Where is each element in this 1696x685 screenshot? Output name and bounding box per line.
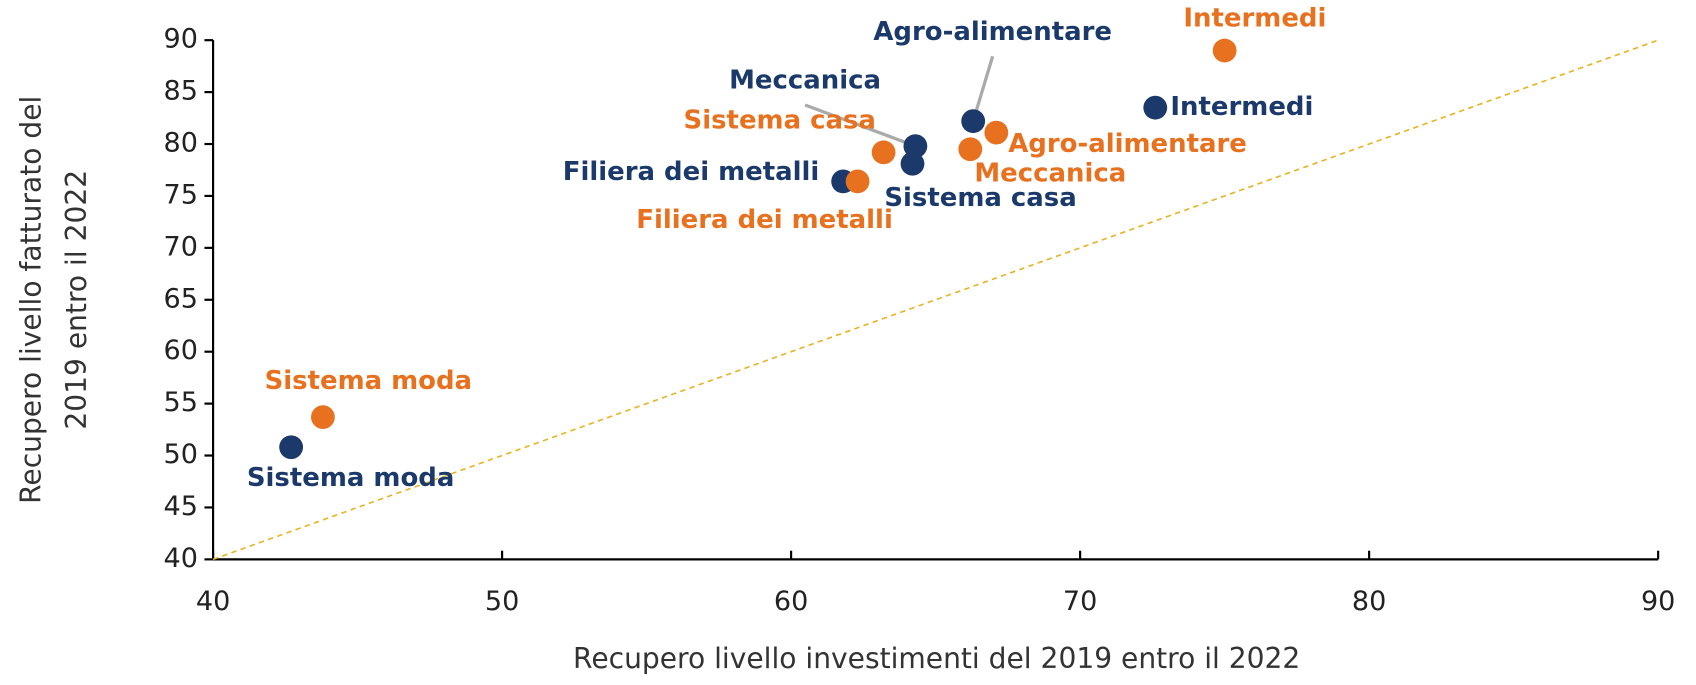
x-tick-label: 60 [774,586,808,617]
point-label: Intermedi [1170,92,1313,122]
point-label: Agro-alimentare [873,17,1112,47]
point [845,169,870,194]
y-tick-label: 75 [164,179,198,210]
point [958,137,983,162]
y-tick-label: 80 [164,128,198,159]
y-tick-label: 50 [164,439,198,470]
y-axis-label: 2019 entro il 2022 [60,170,93,430]
y-tick-label: 55 [164,387,198,418]
point-label: Sistema casa [884,183,1076,213]
point-label: Filiera dei metalli [636,205,893,235]
point [900,151,925,176]
x-tick-label: 80 [1352,586,1386,617]
point [984,120,1009,145]
point [311,405,335,430]
y-tick-label: 90 [164,24,198,55]
x-tick-label: 40 [196,586,230,617]
y-tick-label: 65 [164,283,198,314]
x-tick-label: 90 [1641,586,1675,617]
point [279,435,304,460]
y-tick-label: 70 [164,231,198,262]
reference-line [212,39,1659,561]
leader-line [804,103,916,148]
point-label: Sistema moda [265,366,472,396]
y-tick-label: 60 [164,335,198,366]
point [961,109,986,134]
point [903,134,928,158]
y-axis-label: Recupero livello fatturato del [14,96,47,504]
y-tick-label: 45 [164,491,198,522]
point-label: Sistema casa [684,105,876,135]
x-tick-label: 70 [1063,586,1097,617]
point-label: Filiera dei metalli [563,157,820,187]
point [1212,38,1237,63]
y-tick-label: 40 [164,543,198,574]
y-tick-label: 85 [164,76,198,107]
point-label: Sistema moda [247,463,454,493]
point-label: Intermedi [1183,4,1326,34]
point [871,140,896,165]
x-axis-label: Recupero livello investimenti del 2019 e… [573,642,1300,675]
point [1143,95,1168,120]
x-tick-label: 50 [485,586,519,617]
point-label: Meccanica [974,159,1126,189]
point-label: Meccanica [729,66,881,96]
point-label: Agro-alimentare [1008,129,1247,159]
